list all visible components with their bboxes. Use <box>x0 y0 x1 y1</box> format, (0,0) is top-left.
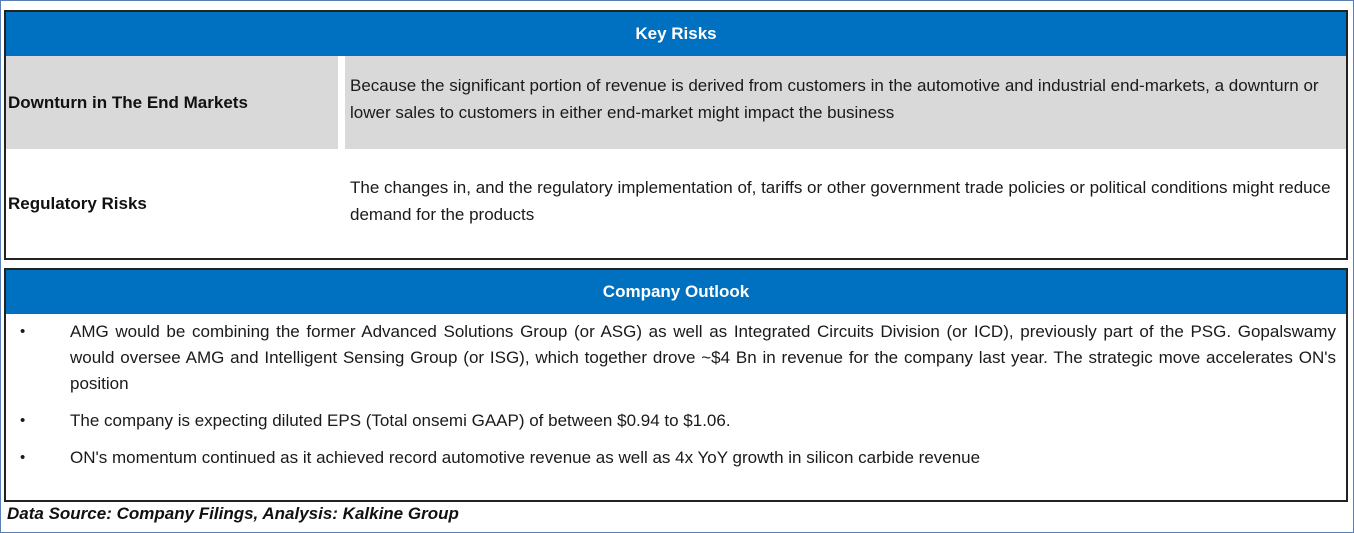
risk-row-end-markets: Downturn in The End Markets Because the … <box>6 56 1346 149</box>
list-item-text: AMG would be combining the former Advanc… <box>70 322 1336 393</box>
bullet-icon: • <box>20 449 26 466</box>
key-risks-table: Key Risks Downturn in The End Markets Be… <box>4 10 1348 260</box>
risk-description: Because the significant portion of reven… <box>345 56 1346 149</box>
outlook-list: • AMG would be combining the former Adva… <box>6 314 1346 471</box>
list-item-text: ON's momentum continued as it achieved r… <box>70 448 981 467</box>
data-source-note: Data Source: Company Filings, Analysis: … <box>7 504 459 523</box>
risk-description-text: Because the significant portion of reven… <box>350 75 1319 122</box>
risk-description-text: The changes in, and the regulatory imple… <box>350 177 1331 224</box>
key-risks-header: Key Risks <box>6 12 1346 56</box>
bullet-icon: • <box>20 412 26 429</box>
list-item: • ON's momentum continued as it achieved… <box>16 445 1336 471</box>
bullet-icon: • <box>20 323 26 340</box>
company-outlook-header: Company Outlook <box>6 270 1346 314</box>
company-outlook-box: Company Outlook • AMG would be combining… <box>4 268 1348 502</box>
list-item: • AMG would be combining the former Adva… <box>16 319 1336 397</box>
risk-label: Downturn in The End Markets <box>6 56 338 149</box>
risk-row-regulatory: Regulatory Risks The changes in, and the… <box>6 149 1346 258</box>
list-item: • The company is expecting diluted EPS (… <box>16 408 1336 434</box>
risk-description: The changes in, and the regulatory imple… <box>345 149 1346 258</box>
risk-label: Regulatory Risks <box>8 193 147 213</box>
list-item-text: The company is expecting diluted EPS (To… <box>70 411 731 430</box>
